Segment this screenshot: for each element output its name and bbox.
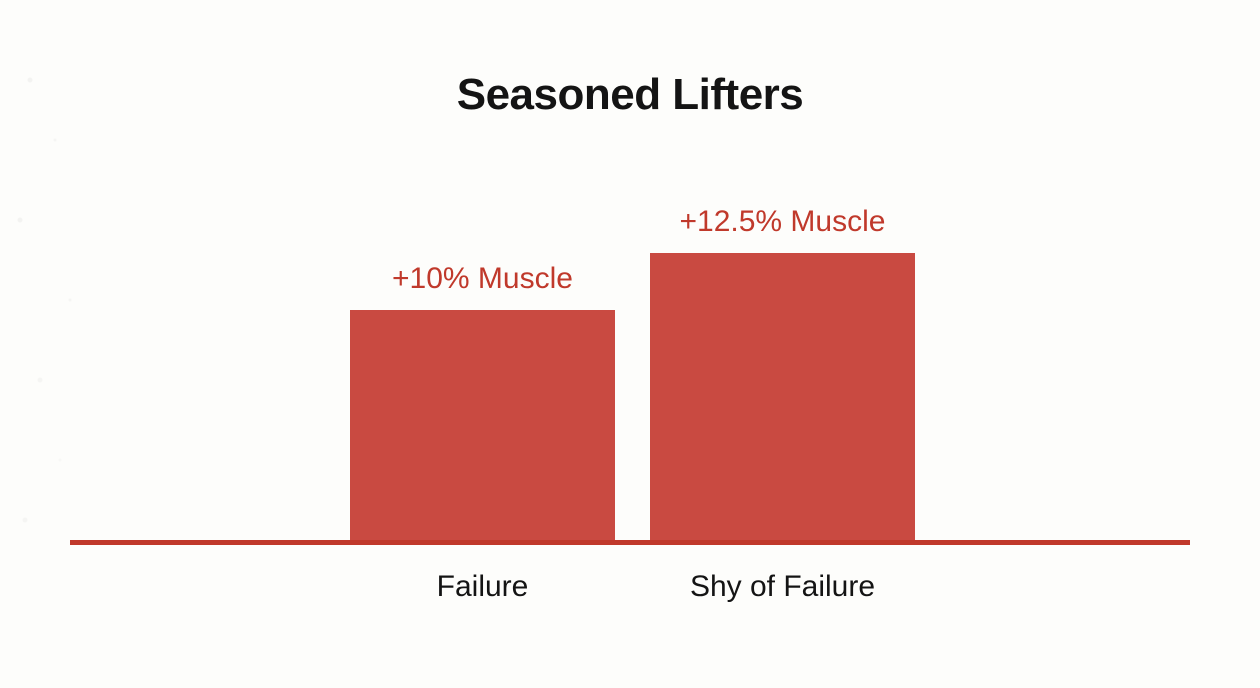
chart-title: Seasoned Lifters xyxy=(0,70,1260,120)
bar-value-label: +12.5% Muscle xyxy=(650,205,915,239)
bar-failure xyxy=(350,310,615,540)
bar-value-label: +10% Muscle xyxy=(350,262,615,296)
bar-axis-label: Failure xyxy=(350,570,615,604)
bar-shy-of-failure xyxy=(650,253,915,541)
bar-axis-label: Shy of Failure xyxy=(650,570,915,604)
x-axis-baseline xyxy=(70,540,1190,545)
